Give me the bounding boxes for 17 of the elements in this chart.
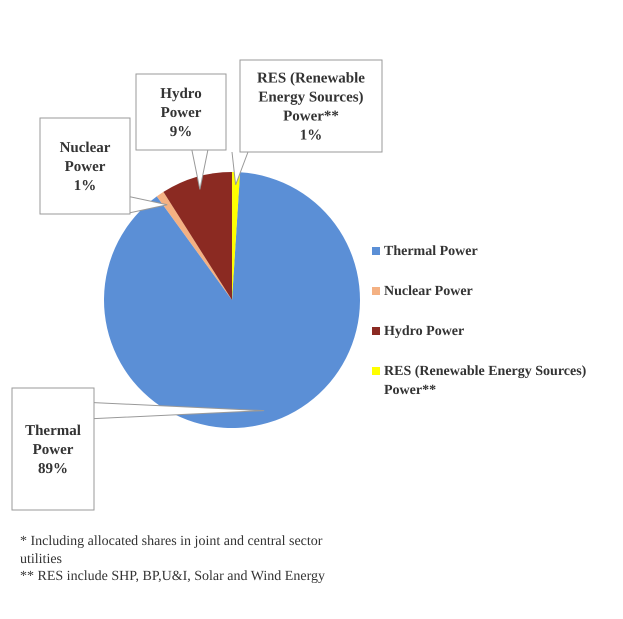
slice-label: Nuclear Power — [60, 140, 111, 175]
legend-label: Nuclear Power — [384, 284, 473, 299]
data-label: 9% — [170, 124, 192, 140]
data-label: 89% — [38, 461, 68, 477]
legend-label: Hydro Power — [384, 324, 464, 339]
text: * Including allocated shares in joint and central sector utilities — [20, 534, 323, 567]
pie-slice — [156, 192, 232, 300]
legend-label: RES (Renewable Energy Sources) Power** — [384, 364, 587, 398]
slice-label: Thermal Power — [25, 423, 81, 458]
text: ** RES include SHP, BP,U&I, Solar and Wind Energy — [20, 569, 325, 584]
pie-slice — [163, 172, 232, 300]
data-label: 1% — [74, 178, 96, 194]
pie-slice — [104, 172, 360, 428]
slice-label: RES (Renewable Energy Sources) Power** — [257, 70, 366, 124]
legend-label: Thermal Power — [384, 244, 478, 259]
slice-label: Hydro Power — [160, 86, 202, 121]
data-label: 1% — [300, 128, 322, 144]
